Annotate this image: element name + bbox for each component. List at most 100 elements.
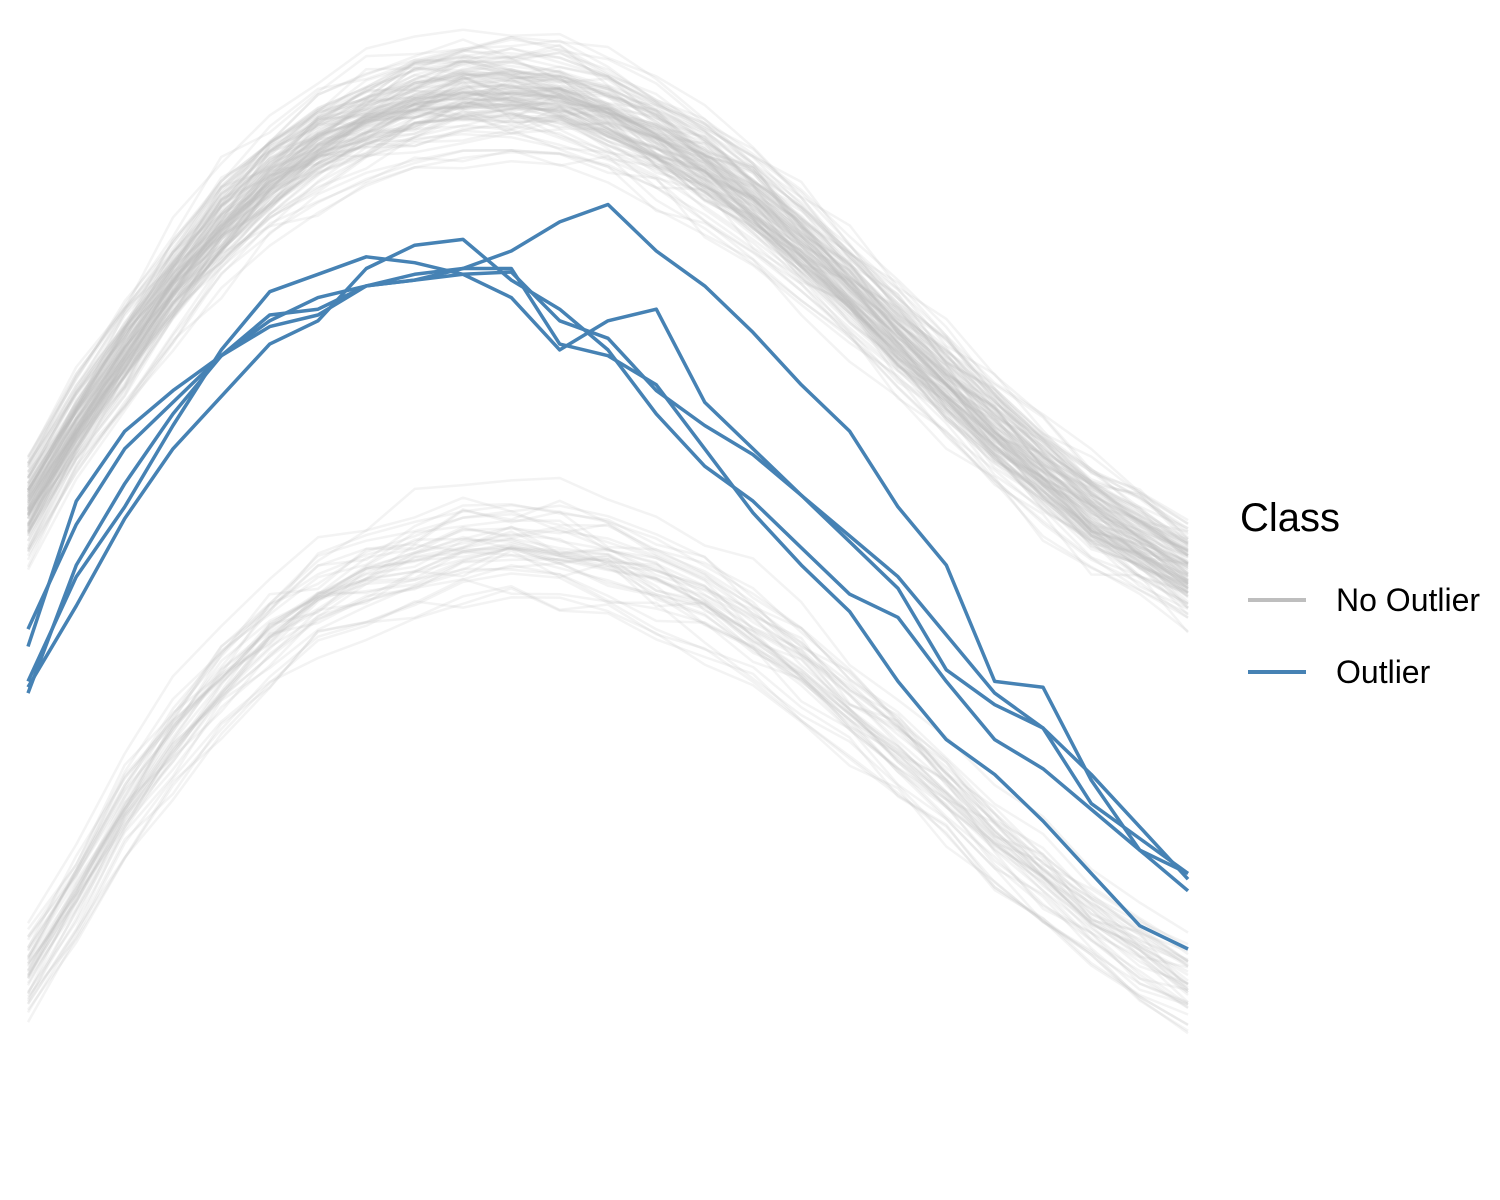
no-outlier-series-line [26,525,1189,991]
no-outlier-series-line [26,104,1189,590]
no-outlier-series-line [26,115,1189,609]
no-outlier-series-line [26,84,1189,582]
no-outlier-series-line [26,117,1189,595]
no-outlier-series-line [26,149,1189,616]
outlier-series-group [26,202,1190,951]
no-outlier-series-line [26,538,1189,968]
no-outlier-series-line [26,503,1189,946]
no-outlier-series-line [26,60,1189,559]
no-outlier-series-line [26,75,1189,552]
no-outlier-series-line [26,101,1189,564]
no-outlier-series-line [26,561,1189,1002]
no-outlier-series-line [26,508,1189,950]
no-outlier-series-line [26,584,1189,1027]
no-outlier-series-line [26,496,1189,963]
no-outlier-series-line [27,91,1189,553]
no-outlier-series-line [26,91,1189,545]
no-outlier-series-line [26,61,1189,557]
no-outlier-series-line [27,86,1189,556]
no-outlier-series-line [26,563,1189,1010]
no-outlier-series-line [27,95,1189,594]
no-outlier-series-line [26,93,1189,564]
no-outlier-series-line [26,49,1189,541]
no-outlier-series-line [26,87,1189,579]
no-outlier-series-line [26,522,1189,968]
no-outlier-series-line [26,50,1189,573]
no-outlier-series-line [26,73,1189,551]
no-outlier-series-line [26,96,1189,604]
no-outlier-series-line [26,75,1189,578]
no-outlier-series-line [26,72,1189,592]
no-outlier-series-line [26,70,1189,584]
outlier-series-line-2 [26,270,1190,881]
no-outlier-series-line [26,70,1189,533]
no-outlier-series-line [26,596,1189,1032]
no-outlier-series-line [26,47,1189,554]
no-outlier-series-line [26,124,1189,605]
legend: Class No Outlier Outlier [1240,492,1480,708]
no-outlier-series-line [27,546,1189,986]
no-outlier-series-line [26,53,1189,536]
no-outlier-series-group [26,28,1189,1035]
no-outlier-series-line [26,547,1189,1006]
no-outlier-series-line [26,509,1189,963]
no-outlier-series-line [26,77,1189,588]
no-outlier-series-line [26,107,1189,594]
no-outlier-series-line [26,51,1189,543]
no-outlier-series-line [26,84,1189,594]
no-outlier-series-line [26,111,1189,595]
no-outlier-series-line [26,76,1189,582]
no-outlier-series-line [26,80,1189,586]
no-outlier-series-line [26,85,1189,576]
no-outlier-series-line [26,60,1189,530]
no-outlier-series-line [27,77,1189,571]
no-outlier-series-line [26,105,1189,611]
no-outlier-series-line [26,28,1189,522]
no-outlier-series-line [26,530,1189,961]
no-outlier-series-line [26,103,1189,605]
no-outlier-series-line [26,546,1189,992]
no-outlier-series-line [26,47,1189,547]
no-outlier-series-line [26,132,1189,610]
no-outlier-series-line [26,73,1189,533]
no-outlier-series-line [26,96,1189,565]
no-outlier-series-line [26,103,1189,570]
no-outlier-series-line [26,103,1189,590]
no-outlier-series-line [26,101,1189,589]
no-outlier-series-line [26,38,1189,544]
no-outlier-series-line [26,159,1189,619]
no-outlier-series-line [26,89,1189,566]
outlier-series-line-3 [26,255,1190,875]
no-outlier-series-line [27,535,1189,956]
no-outlier-series-line [26,60,1189,557]
no-outlier-series-line [26,76,1189,549]
no-outlier-series-line [26,128,1189,605]
legend-item-outlier: Outlier [1240,636,1480,708]
no-outlier-series-line [27,101,1189,590]
no-outlier-series-line [26,59,1189,557]
no-outlier-series-line [26,54,1189,552]
no-outlier-series-line [26,107,1189,565]
no-outlier-series-line [26,73,1189,553]
no-outlier-series-line [26,77,1189,578]
no-outlier-series-line [26,70,1189,546]
no-outlier-series-line [26,502,1189,986]
no-outlier-series-line [26,90,1189,557]
no-outlier-series-line [27,108,1189,567]
no-outlier-series-line [26,572,1189,1016]
no-outlier-series-line [26,95,1189,594]
no-outlier-series-line [26,101,1189,598]
no-outlier-series-line [26,92,1189,559]
no-outlier-series-line [26,89,1189,586]
no-outlier-series-line [26,58,1189,548]
no-outlier-series-line [26,110,1189,597]
no-outlier-series-line [26,79,1189,565]
no-outlier-series-line [26,88,1189,575]
no-outlier-series-line [26,99,1189,590]
no-outlier-series-line [26,97,1189,566]
no-outlier-series-line [26,70,1189,586]
no-outlier-series-line [26,543,1189,985]
no-outlier-series-line [27,90,1189,563]
no-outlier-series-line [26,525,1189,994]
